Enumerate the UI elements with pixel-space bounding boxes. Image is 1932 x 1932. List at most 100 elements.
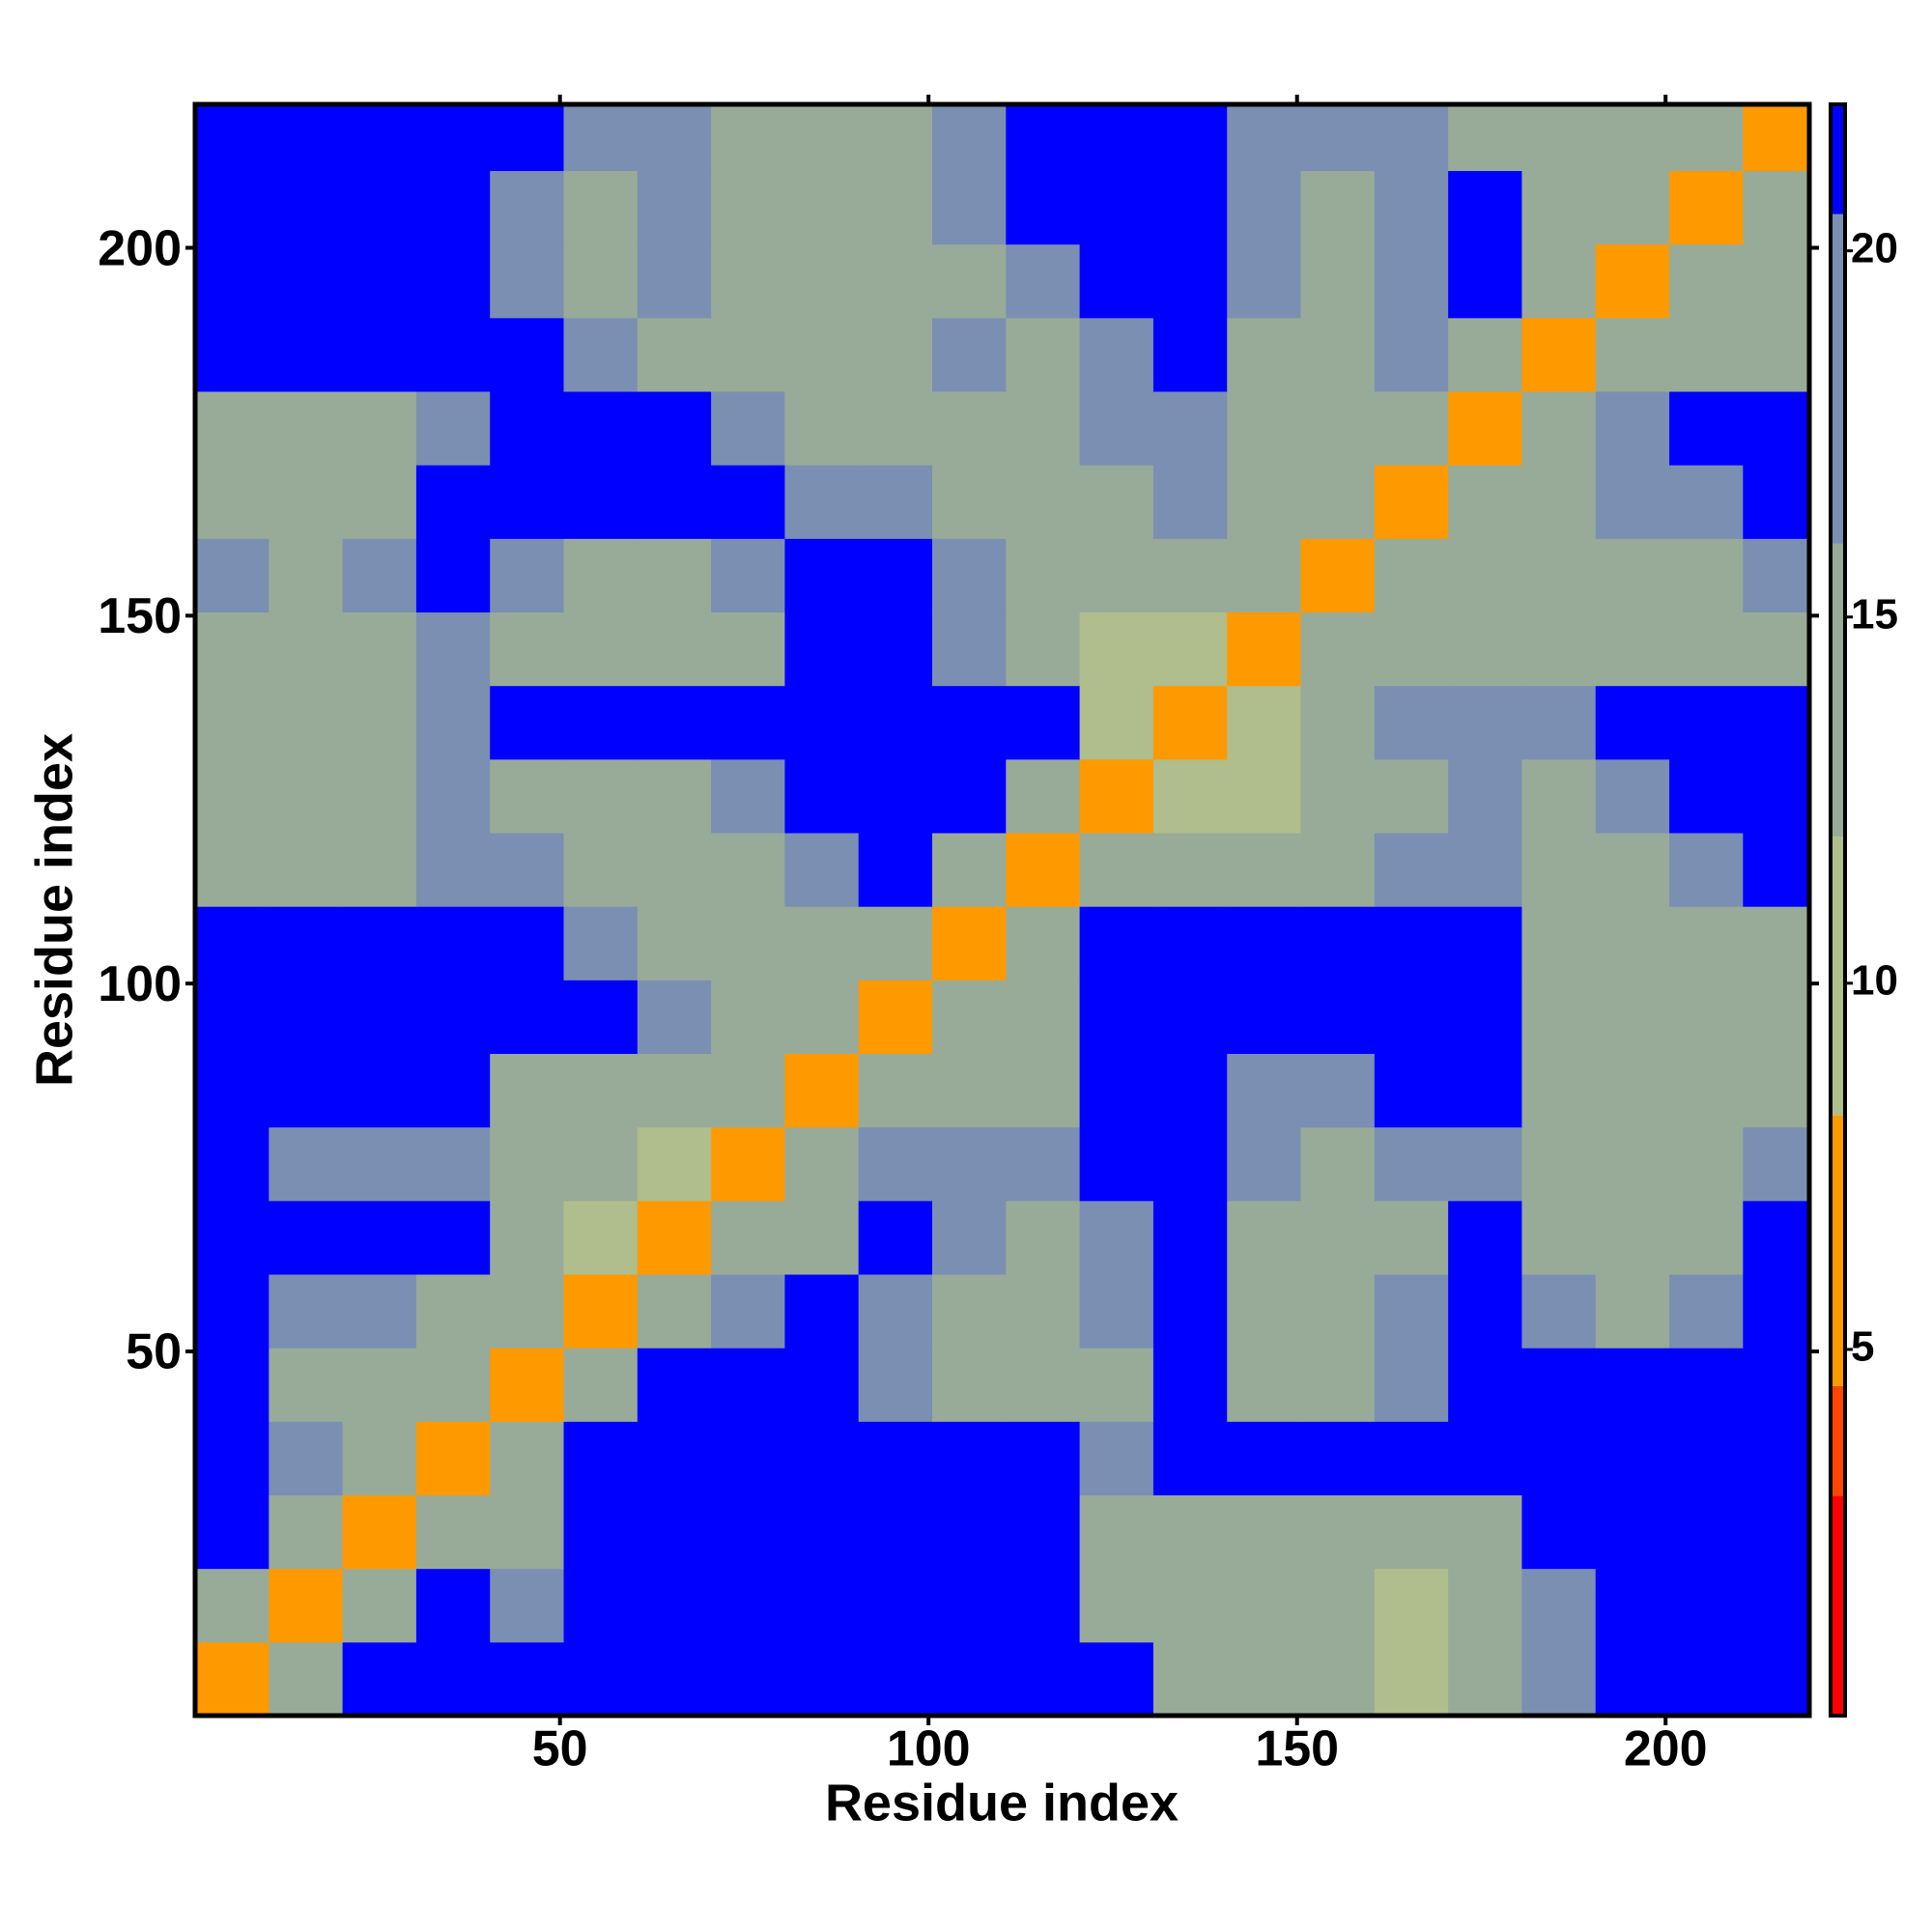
heatmap-cell bbox=[1743, 906, 1810, 980]
heatmap-cell bbox=[1595, 243, 1670, 319]
heatmap-cell bbox=[1152, 391, 1228, 466]
heatmap-cell bbox=[563, 538, 639, 613]
heatmap-cell bbox=[784, 104, 860, 172]
heatmap-cell bbox=[1006, 611, 1081, 687]
heatmap-cell bbox=[1669, 1494, 1744, 1570]
heatmap-cell bbox=[342, 685, 417, 760]
heatmap-cell bbox=[637, 1421, 712, 1496]
heatmap-cell bbox=[563, 833, 639, 907]
heatmap-cell bbox=[1743, 1200, 1810, 1275]
heatmap-cell bbox=[1448, 906, 1522, 980]
heatmap-cell bbox=[195, 1641, 270, 1717]
heatmap-cell bbox=[784, 1568, 860, 1643]
heatmap-cell bbox=[490, 104, 565, 172]
heatmap-cell bbox=[711, 1274, 785, 1349]
heatmap-cell bbox=[932, 1494, 1007, 1570]
heatmap-cell bbox=[1300, 611, 1376, 687]
heatmap-cell bbox=[932, 833, 1007, 907]
heatmap-cell bbox=[1374, 104, 1449, 172]
heatmap-cell bbox=[858, 1641, 933, 1717]
heatmap-cell bbox=[858, 1494, 933, 1570]
heatmap-cell bbox=[637, 1494, 712, 1570]
heatmap-cell bbox=[858, 1348, 933, 1422]
heatmap-cell bbox=[1300, 1348, 1376, 1422]
heatmap-cell bbox=[1152, 465, 1228, 539]
heatmap-cell bbox=[269, 1126, 344, 1202]
heatmap-cell bbox=[1152, 758, 1228, 834]
heatmap-cell bbox=[490, 906, 565, 980]
heatmap-cell bbox=[932, 1641, 1007, 1717]
heatmap-cell bbox=[932, 980, 1007, 1055]
heatmap-cell bbox=[1374, 1568, 1449, 1643]
heatmap-cell bbox=[490, 1348, 565, 1422]
heatmap-cell bbox=[490, 1200, 565, 1275]
heatmap-cell bbox=[1521, 980, 1597, 1055]
heatmap-cell bbox=[1669, 243, 1744, 319]
heatmap-cell bbox=[269, 538, 344, 613]
heatmap-cell bbox=[1152, 243, 1228, 319]
heatmap-cell bbox=[637, 833, 712, 907]
heatmap-cell bbox=[1521, 1053, 1597, 1128]
heatmap-cell bbox=[1152, 1274, 1228, 1349]
heatmap-cell bbox=[1079, 1126, 1154, 1202]
x-tick-label: 50 bbox=[532, 1721, 588, 1777]
heatmap-cell bbox=[1300, 906, 1376, 980]
heatmap-cell bbox=[1743, 538, 1810, 613]
heatmap-cell bbox=[1227, 1126, 1302, 1202]
heatmap-cell bbox=[269, 1274, 344, 1349]
heatmap-cell bbox=[269, 465, 344, 539]
heatmap-cell bbox=[1079, 391, 1154, 466]
heatmap-cell bbox=[195, 1348, 270, 1422]
heatmap-cell bbox=[1006, 833, 1081, 907]
heatmap-cell bbox=[711, 465, 785, 539]
heatmap-cell bbox=[1595, 1200, 1670, 1275]
heatmap-cell bbox=[1006, 391, 1081, 466]
heatmap-cell bbox=[1079, 1494, 1154, 1570]
heatmap-cell bbox=[784, 1494, 860, 1570]
heatmap-cell bbox=[784, 1641, 860, 1717]
heatmap-cell bbox=[1669, 906, 1744, 980]
heatmap-cell bbox=[1227, 243, 1302, 319]
heatmap-cell bbox=[932, 391, 1007, 466]
heatmap-cell bbox=[1374, 1421, 1449, 1496]
heatmap-cell bbox=[1743, 104, 1810, 172]
heatmap-cell bbox=[1300, 1274, 1376, 1349]
heatmap-cell bbox=[563, 1053, 639, 1128]
heatmap-cell bbox=[932, 1348, 1007, 1422]
heatmap-cell bbox=[1595, 1421, 1670, 1496]
heatmap-cell bbox=[563, 980, 639, 1055]
heatmap-cell bbox=[563, 906, 639, 980]
heatmap-cell bbox=[1669, 980, 1744, 1055]
heatmap-cell bbox=[269, 833, 344, 907]
heatmap-cell bbox=[415, 317, 491, 392]
heatmap-cell bbox=[269, 906, 344, 980]
heatmap-cell bbox=[563, 391, 639, 466]
heatmap-cell bbox=[637, 391, 712, 466]
heatmap-cell bbox=[1669, 538, 1744, 613]
heatmap-cell bbox=[1743, 465, 1810, 539]
heatmap-cell bbox=[1448, 833, 1522, 907]
heatmap-cell bbox=[1448, 1568, 1522, 1643]
heatmap-cell bbox=[269, 611, 344, 687]
heatmap-cell bbox=[490, 1274, 565, 1349]
heatmap-cell bbox=[1006, 1421, 1081, 1496]
heatmap-cell bbox=[1227, 611, 1302, 687]
heatmap-cell bbox=[1448, 758, 1522, 834]
heatmap-cell bbox=[1227, 170, 1302, 245]
heatmap-cell bbox=[1079, 1641, 1154, 1717]
colorbar-segment bbox=[1831, 1115, 1845, 1386]
heatmap-cell bbox=[269, 317, 344, 392]
heatmap-cell bbox=[858, 1274, 933, 1349]
heatmap-cell bbox=[1300, 758, 1376, 834]
heatmap-cell bbox=[1521, 685, 1597, 760]
heatmap-cell bbox=[415, 104, 491, 172]
heatmap-cell bbox=[637, 980, 712, 1055]
heatmap-cell bbox=[563, 104, 639, 172]
heatmap-cell bbox=[1152, 685, 1228, 760]
heatmap-cell bbox=[1743, 317, 1810, 392]
heatmap-cell bbox=[415, 1126, 491, 1202]
heatmap-cell bbox=[1006, 1641, 1081, 1717]
heatmap-cell bbox=[1743, 1053, 1810, 1128]
heatmap-cell bbox=[711, 1641, 785, 1717]
heatmap-cell bbox=[711, 1053, 785, 1128]
